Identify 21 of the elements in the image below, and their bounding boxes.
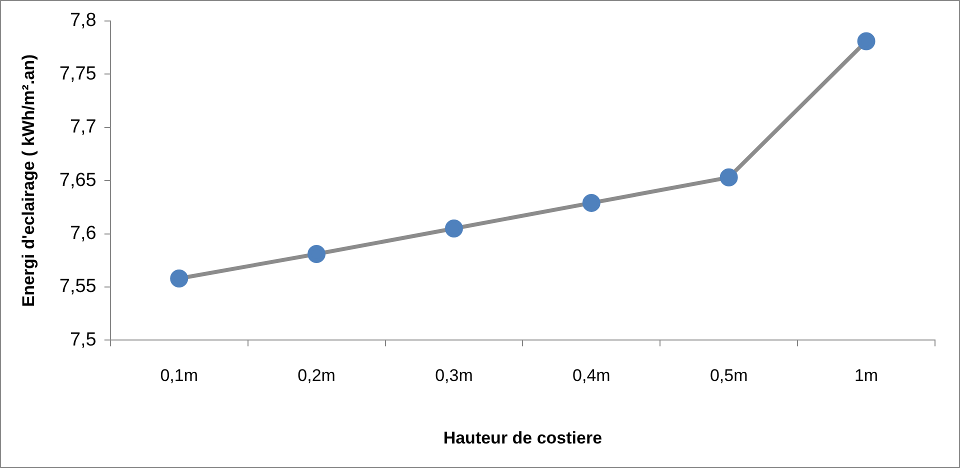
y-axis-title: Energi d'eclairage ( kWh/m².an) [18,54,38,307]
y-tick-label: 7,65 [59,170,96,191]
point [170,269,188,288]
x-tick-label: 0,3m [435,366,473,386]
x-axis-title: Hauteur de costiere [443,428,602,448]
point [582,194,600,212]
x-tick-label: 0,2m [298,366,336,386]
point [308,245,326,264]
x-tick-label: 0,4m [572,366,610,386]
x-tick-label: 0,1m [160,366,198,386]
point [857,32,876,50]
point [720,168,738,186]
y-tick-label: 7,5 [70,329,96,350]
point [444,219,463,238]
y-tick-label: 7,75 [59,63,96,84]
y-tick-label: 7,7 [70,116,96,138]
y-tick-label: 7,8 [70,10,96,32]
x-tick-label: 0,5m [710,366,748,386]
x-tick-label: 1m [854,366,878,386]
y-tick-label: 7,6 [70,223,96,244]
y-tick-label: 7,55 [59,276,96,298]
